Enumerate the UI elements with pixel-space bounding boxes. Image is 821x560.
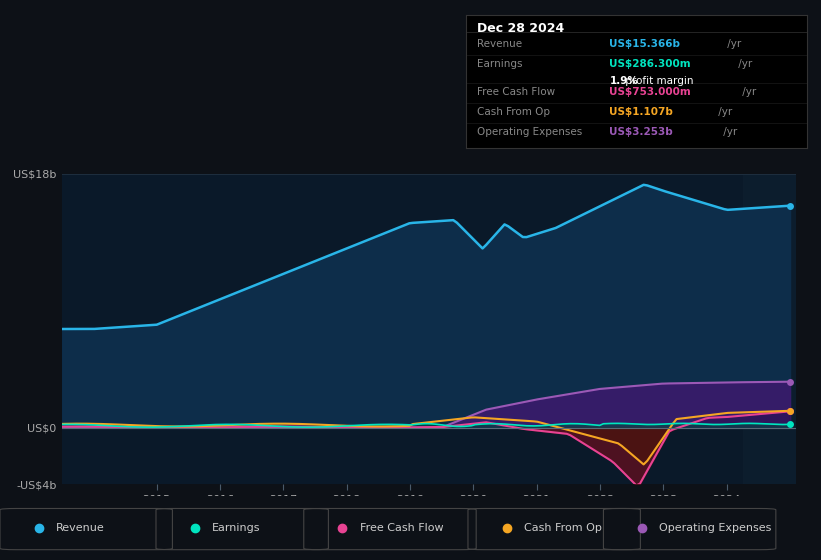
Text: Revenue: Revenue	[476, 39, 521, 49]
Text: profit margin: profit margin	[622, 76, 694, 86]
Text: /yr: /yr	[715, 107, 732, 117]
Text: Revenue: Revenue	[56, 523, 104, 533]
Text: /yr: /yr	[739, 87, 756, 97]
Text: Cash From Op: Cash From Op	[476, 107, 549, 117]
Text: Earnings: Earnings	[212, 523, 260, 533]
Text: Operating Expenses: Operating Expenses	[659, 523, 772, 533]
Text: Operating Expenses: Operating Expenses	[476, 127, 582, 137]
Text: Earnings: Earnings	[476, 59, 522, 69]
Text: Dec 28 2024: Dec 28 2024	[476, 22, 564, 35]
Text: US$753.000m: US$753.000m	[609, 87, 691, 97]
Text: /yr: /yr	[720, 127, 737, 137]
Text: 1.9%: 1.9%	[609, 76, 638, 86]
Text: Free Cash Flow: Free Cash Flow	[476, 87, 555, 97]
Bar	[742, 174, 803, 484]
Text: Cash From Op: Cash From Op	[524, 523, 602, 533]
Text: US$1.107b: US$1.107b	[609, 107, 673, 117]
Text: US$3.253b: US$3.253b	[609, 127, 673, 137]
Text: /yr: /yr	[736, 59, 753, 69]
Text: US$286.300m: US$286.300m	[609, 59, 691, 69]
Text: /yr: /yr	[723, 39, 741, 49]
Text: US$15.366b: US$15.366b	[609, 39, 681, 49]
Text: Free Cash Flow: Free Cash Flow	[360, 523, 443, 533]
